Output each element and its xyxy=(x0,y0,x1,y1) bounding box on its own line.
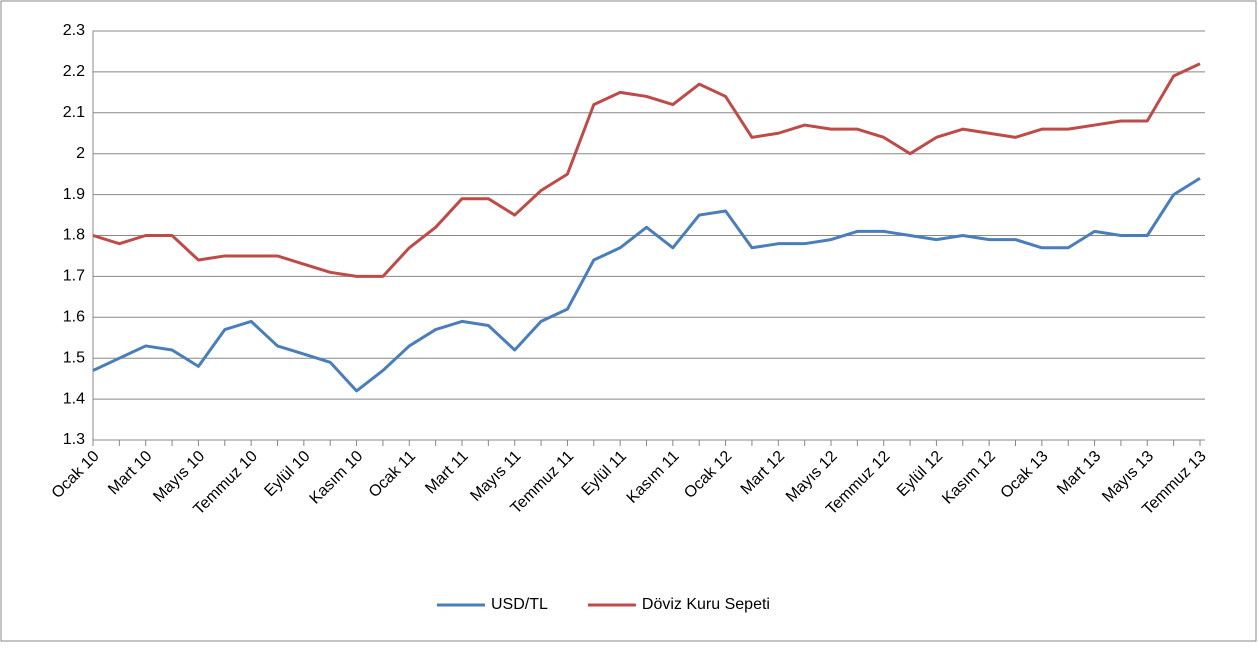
y-tick-label: 1.8 xyxy=(63,227,85,244)
series-line xyxy=(92,62,1201,278)
y-tick-label: 2.2 xyxy=(63,63,85,80)
y-tick-label: 2.1 xyxy=(63,104,85,121)
legend-label: USD/TL xyxy=(491,596,548,613)
legend-label: Döviz Kuru Sepeti xyxy=(642,596,770,613)
y-tick-label: 1.6 xyxy=(63,309,85,326)
y-tick-label: 2 xyxy=(76,145,85,162)
y-tick-label: 2.3 xyxy=(63,22,85,39)
y-tick-label: 1.3 xyxy=(63,431,85,448)
y-tick-label: 1.9 xyxy=(63,186,85,203)
y-tick-label: 1.4 xyxy=(63,390,85,407)
series-line xyxy=(92,176,1201,393)
y-tick-label: 1.7 xyxy=(63,268,85,285)
y-tick-label: 1.5 xyxy=(63,349,85,366)
